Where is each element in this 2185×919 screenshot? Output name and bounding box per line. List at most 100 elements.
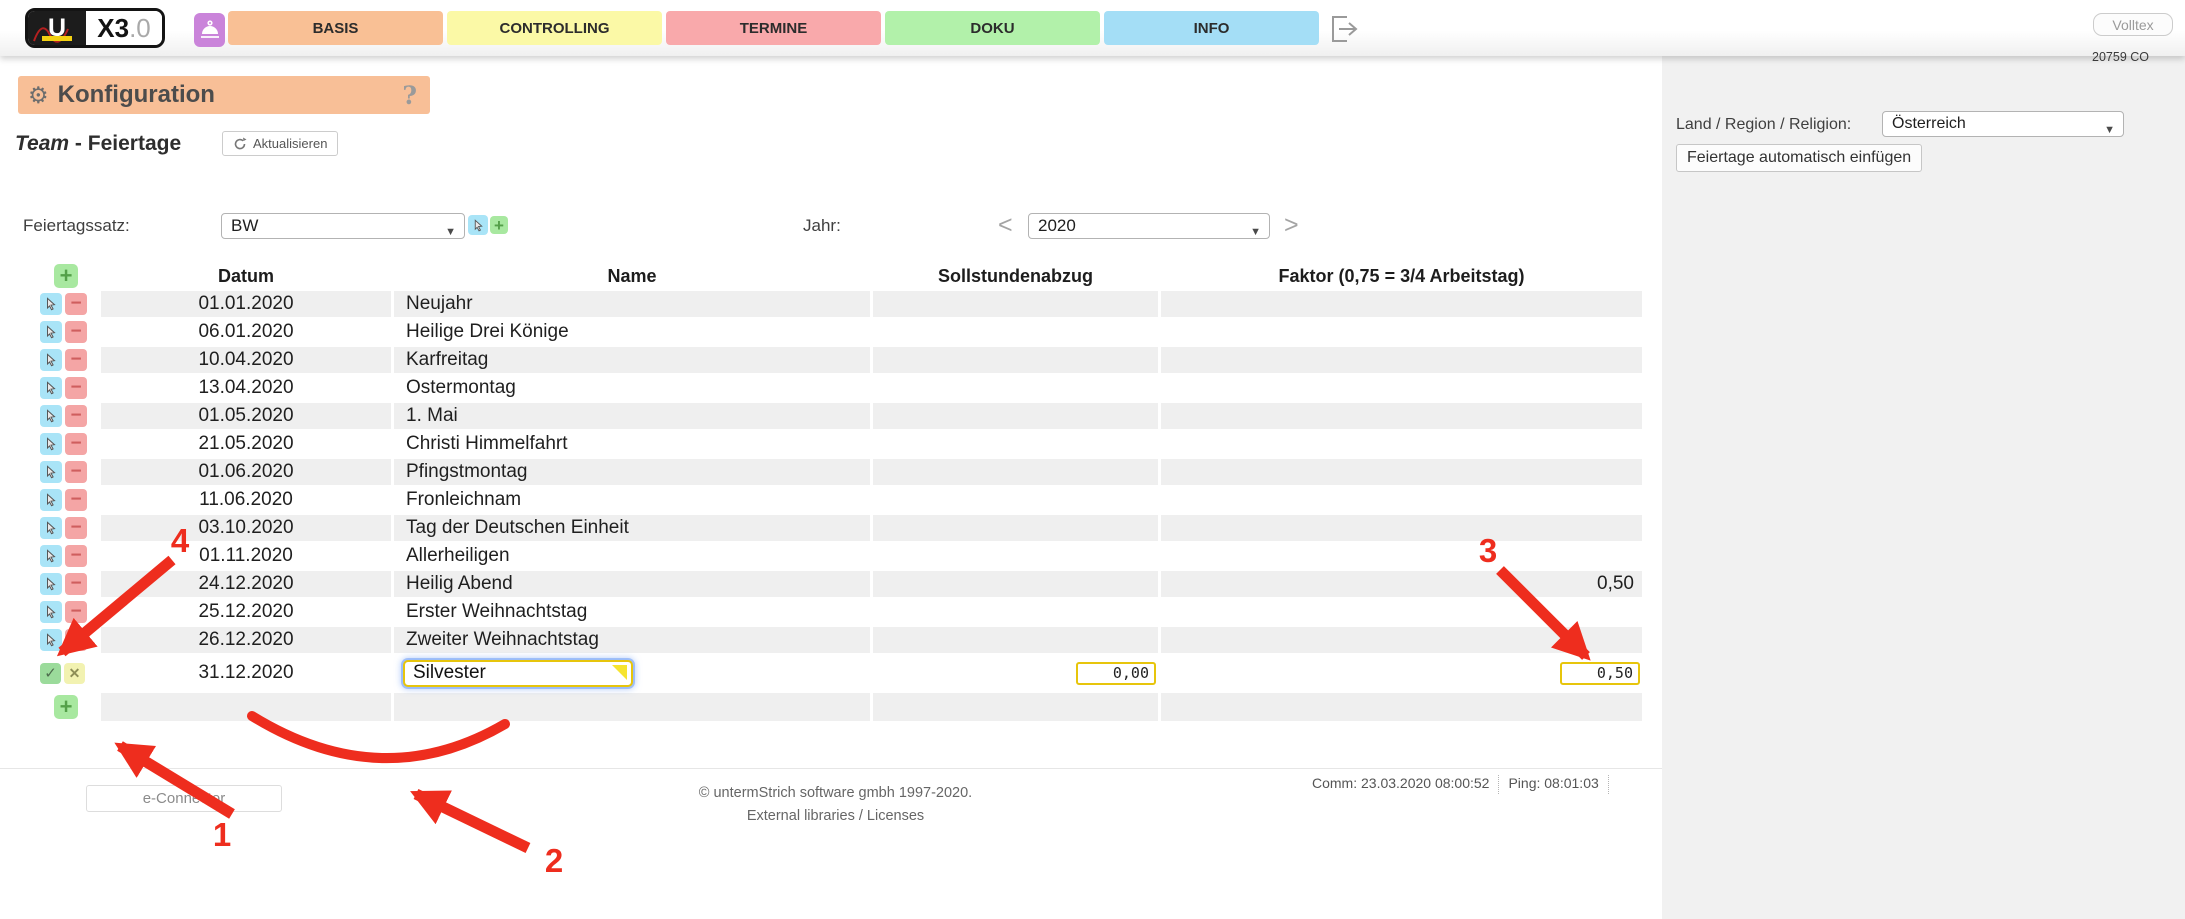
delete-row-button[interactable]: − xyxy=(65,517,87,539)
refresh-button[interactable]: Aktualisieren xyxy=(222,131,339,156)
row-name: Karfreitag xyxy=(394,347,870,373)
row-soll xyxy=(873,487,1158,513)
delete-row-button[interactable]: − xyxy=(65,461,87,483)
row-date: 25.12.2020 xyxy=(198,601,294,622)
row-date: 01.11.2020 xyxy=(199,545,293,566)
edit-row-button[interactable] xyxy=(40,321,62,343)
row-date: 11.06.2020 xyxy=(199,489,293,510)
main-content: ⚙ Konfiguration ? Team - Feiertage Aktua… xyxy=(0,56,1662,919)
table-row: − 11.06.2020 Fronleichnam xyxy=(30,487,1642,513)
row-name: Zweiter Weihnachtstag xyxy=(394,627,870,653)
feiertagssatz-label: Feiertagssatz: xyxy=(23,216,130,235)
delete-row-button[interactable]: − xyxy=(65,573,87,595)
table-row: − 21.05.2020 Christi Himmelfahrt xyxy=(30,431,1642,457)
delete-row-button[interactable]: − xyxy=(65,489,87,511)
add-row-button[interactable]: + xyxy=(54,695,78,719)
page-header: ⚙ Konfiguration ? xyxy=(18,76,430,114)
edit-row-button[interactable] xyxy=(40,601,62,623)
row-name: Pfingstmontag xyxy=(394,459,870,485)
row-name: Neujahr xyxy=(394,291,870,317)
edit-row-button[interactable] xyxy=(40,461,62,483)
row-faktor xyxy=(1161,291,1642,317)
delete-row-button[interactable]: − xyxy=(65,321,87,343)
jahr-label: Jahr: xyxy=(803,216,841,235)
ping-timestamp: Ping: 08:01:03 xyxy=(1508,775,1609,794)
edit-feiertagssatz-button[interactable] xyxy=(468,215,488,235)
delete-row-button[interactable]: − xyxy=(65,433,87,455)
edit-row-button[interactable] xyxy=(40,489,62,511)
add-holiday-button[interactable]: + xyxy=(54,264,78,288)
row-soll xyxy=(873,543,1158,569)
delete-row-button[interactable]: − xyxy=(65,629,87,651)
logo-underline xyxy=(42,36,72,41)
year-next-button[interactable]: > xyxy=(1284,211,1299,239)
logo-letter: U xyxy=(47,13,67,42)
confirm-icon[interactable]: ✓ xyxy=(40,662,61,684)
row-soll xyxy=(873,291,1158,317)
row-soll xyxy=(873,571,1158,597)
delete-row-button[interactable]: − xyxy=(65,545,87,567)
row-date: 01.05.2020 xyxy=(101,403,391,429)
year-prev-button[interactable]: < xyxy=(998,211,1013,239)
delete-row-button[interactable]: − xyxy=(65,377,87,399)
row-faktor xyxy=(1161,319,1642,345)
delete-row-button[interactable]: − xyxy=(65,601,87,623)
econnector-button[interactable]: e-Connector xyxy=(86,785,282,812)
year-select[interactable]: 2020 ▼ xyxy=(1028,213,1270,239)
side-panel: Land / Region / Religion: Österreich ▼ F… xyxy=(1662,56,2185,919)
row-date: 21.05.2020 xyxy=(198,433,294,454)
row-date: 13.04.2020 xyxy=(198,377,294,398)
edit-row-button[interactable] xyxy=(40,545,62,567)
row-date: 01.06.2020 xyxy=(101,459,391,485)
add-feiertagssatz-button[interactable]: + xyxy=(490,216,508,234)
logout-icon[interactable] xyxy=(1328,12,1358,51)
table-row: − 01.06.2020 Pfingstmontag xyxy=(30,459,1642,485)
feiertagssatz-select[interactable]: BW ▼ xyxy=(221,213,465,239)
tab-controlling[interactable]: CONTROLLING xyxy=(447,11,662,45)
delete-row-button[interactable]: − xyxy=(65,405,87,427)
volltex-button[interactable]: Volltex xyxy=(2093,13,2173,36)
edit-row-button[interactable] xyxy=(40,573,62,595)
edit-row-button[interactable] xyxy=(40,349,62,371)
table-row: − 24.12.2020 Heilig Abend 0,50 xyxy=(30,571,1642,597)
page-subtitle: Team - Feiertage xyxy=(15,132,182,155)
tab-doku[interactable]: DOKU xyxy=(885,11,1100,45)
row-date: 03.10.2020 xyxy=(101,515,391,541)
delete-row-button[interactable]: − xyxy=(65,349,87,371)
holidays-table: + Datum Name Sollstundenabzug Faktor (0,… xyxy=(30,261,1642,721)
edit-row-button[interactable] xyxy=(40,629,62,651)
tab-info[interactable]: INFO xyxy=(1104,11,1319,45)
edit-row-button[interactable] xyxy=(40,405,62,427)
row-name: Allerheiligen xyxy=(406,545,510,566)
sollstunden-input[interactable] xyxy=(1076,661,1156,685)
edit-row-button[interactable] xyxy=(40,517,62,539)
tab-basis[interactable]: BASIS xyxy=(228,11,443,45)
table-row: − 03.10.2020 Tag der Deutschen Einheit xyxy=(30,515,1642,541)
row-name: Heilig Abend xyxy=(394,571,870,597)
home-cloche-icon[interactable] xyxy=(194,13,225,47)
row-date: 06.01.2020 xyxy=(198,321,294,342)
help-icon[interactable]: ? xyxy=(402,80,417,110)
edit-row-button[interactable] xyxy=(40,293,62,315)
app-logo[interactable]: U X3.0 xyxy=(25,8,165,48)
column-header-sollstundenabzug: Sollstundenabzug xyxy=(938,265,1093,286)
edit-row-button[interactable] xyxy=(40,377,62,399)
edit-row-button[interactable] xyxy=(40,433,62,455)
gear-icon: ⚙ xyxy=(28,81,49,108)
annotation-number-1: 1 xyxy=(213,816,231,853)
cancel-icon[interactable]: ✕ xyxy=(64,662,85,684)
licenses-link[interactable]: External libraries / Licenses xyxy=(746,808,925,824)
auto-insert-holidays-button[interactable]: Feiertage automatisch einfügen xyxy=(1676,144,1923,172)
holiday-name-input[interactable] xyxy=(403,659,633,687)
edit-row-date: 31.12.2020 xyxy=(198,662,294,683)
page-title: Konfiguration xyxy=(57,81,215,108)
faktor-input[interactable] xyxy=(1560,661,1640,685)
row-faktor xyxy=(1161,375,1642,401)
region-select[interactable]: Österreich ▼ xyxy=(1882,111,2124,137)
row-soll xyxy=(873,459,1158,485)
table-row: − 01.05.2020 1. Mai xyxy=(30,403,1642,429)
row-faktor xyxy=(1161,347,1642,373)
tab-termine[interactable]: TERMINE xyxy=(666,11,881,45)
delete-row-button[interactable]: − xyxy=(65,293,87,315)
row-soll xyxy=(873,347,1158,373)
